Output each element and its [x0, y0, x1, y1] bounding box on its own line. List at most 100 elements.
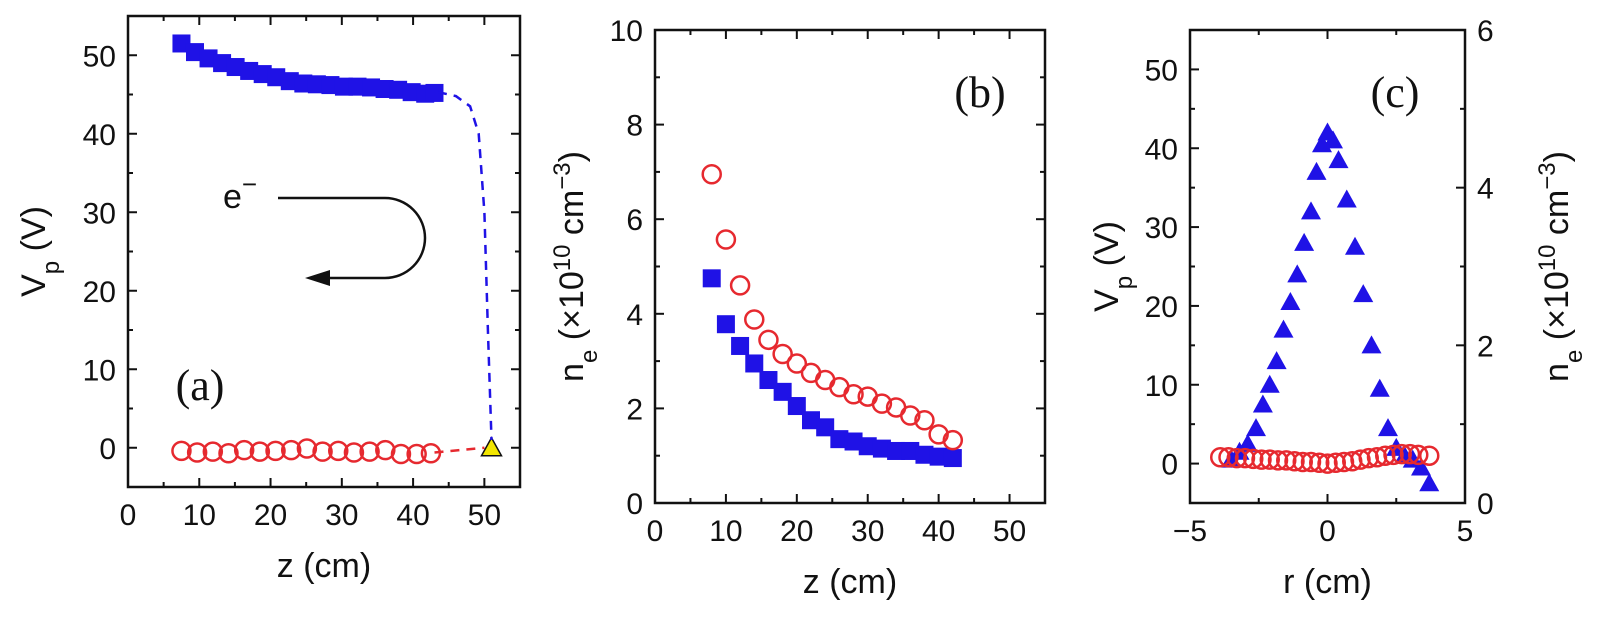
data-point [1246, 418, 1266, 437]
plot-frame [1188, 28, 1467, 505]
data-point [233, 439, 255, 461]
data-point [1369, 378, 1390, 397]
data-point [348, 77, 367, 96]
y-axis-label-unit: (V) [1088, 221, 1126, 276]
y-tick-label: 0 [99, 433, 116, 466]
data-point [901, 441, 920, 460]
y-tick-label: 4 [626, 299, 643, 332]
data-point [729, 275, 751, 296]
data-point [830, 430, 849, 449]
data-point [294, 74, 313, 93]
data-point [1391, 443, 1412, 465]
x-tick-label: 20 [780, 515, 813, 548]
y-axis-label: ne (×1010 cm−3) [549, 151, 603, 382]
x-tick-label: 50 [993, 515, 1026, 548]
data-point [406, 443, 427, 465]
data-point [253, 65, 272, 84]
data-point [1408, 444, 1429, 466]
series-0 [172, 34, 444, 103]
data-point [1284, 450, 1305, 472]
series-1 [701, 164, 964, 451]
y-axis-label: Vp (V) [15, 206, 65, 297]
data-point [1292, 451, 1313, 473]
data-point [914, 409, 935, 431]
data-point [328, 440, 349, 462]
y-tick-label: 10 [610, 15, 643, 48]
series-4 [434, 446, 485, 454]
x-tick-label: 30 [325, 499, 358, 532]
data-point [1210, 447, 1231, 468]
data-point [171, 440, 192, 462]
data-point [843, 383, 864, 405]
data-point [758, 329, 779, 351]
y-tick-label: 0 [1161, 449, 1178, 482]
y-right-tick-label: 4 [1477, 173, 1494, 206]
x-axis-label: r (cm) [1283, 563, 1372, 601]
y-axis-label-right: ne (×1010 cm−3) [1534, 151, 1588, 382]
data-point [787, 397, 806, 416]
data-point [1273, 319, 1294, 338]
series-1 [1210, 443, 1440, 474]
y-axis-label-text-base: V [1088, 289, 1126, 312]
data-point [1234, 447, 1256, 469]
data-point [1259, 449, 1280, 470]
data-point [267, 68, 286, 87]
y-axis-label-text: ne (×1010 cm−3) [549, 151, 603, 382]
series-0 [702, 269, 962, 468]
data-point [872, 439, 891, 458]
dashed-line [434, 446, 485, 454]
data-point [773, 382, 792, 401]
data-point [226, 58, 245, 77]
y-axis-label-right-part: −3 [1534, 162, 1561, 189]
data-point [702, 269, 721, 288]
y-axis-label-part: (×10 [553, 271, 591, 349]
data-point [1419, 473, 1440, 492]
data-point [1266, 351, 1287, 370]
data-point [296, 438, 318, 459]
y-tick-label: 2 [626, 393, 643, 426]
data-point [312, 441, 333, 462]
data-point [343, 442, 365, 463]
data-point [1399, 443, 1421, 465]
data-point [1361, 335, 1382, 354]
y-axis-label-text-sub: p [1111, 276, 1138, 289]
x-tick-label: 30 [851, 515, 884, 548]
data-point [1306, 161, 1327, 180]
u-turn-arrow [278, 196, 427, 280]
data-point [772, 343, 793, 365]
data-point [928, 424, 949, 445]
y-tick-label: 8 [626, 110, 643, 143]
y-axis-label-part: ) [553, 151, 591, 162]
data-point [307, 75, 326, 94]
x-tick-label: −5 [1173, 515, 1207, 548]
y-tick-label: 20 [1145, 291, 1178, 324]
data-point [887, 441, 906, 460]
x-tick-label: 40 [922, 515, 955, 548]
y-axis-label-part: e [576, 350, 603, 363]
y-tick-label: 20 [83, 276, 116, 309]
data-point [802, 411, 820, 430]
data-point [1280, 291, 1301, 310]
y-right-tick-label: 0 [1477, 488, 1494, 521]
data-point [1300, 451, 1322, 473]
panel-tag: (c) [1371, 68, 1420, 117]
data-point [915, 445, 934, 464]
y-tick-label: 40 [1145, 133, 1178, 166]
data-point [816, 418, 835, 437]
x-tick-label: 40 [396, 499, 429, 532]
data-point [844, 432, 863, 451]
data-point [202, 441, 224, 462]
y-tick-label: 6 [626, 204, 643, 237]
data-point [1276, 450, 1297, 471]
data-point [199, 49, 218, 68]
x-tick-label: 50 [468, 499, 501, 532]
x-tick-label: 0 [647, 515, 664, 548]
y-axis-label-part: −3 [549, 162, 576, 189]
data-point [759, 371, 778, 390]
data-point [716, 315, 735, 334]
x-tick-label: 0 [120, 499, 137, 532]
data-point [1252, 394, 1273, 413]
data-point [1267, 450, 1289, 471]
series-3 [437, 90, 493, 440]
